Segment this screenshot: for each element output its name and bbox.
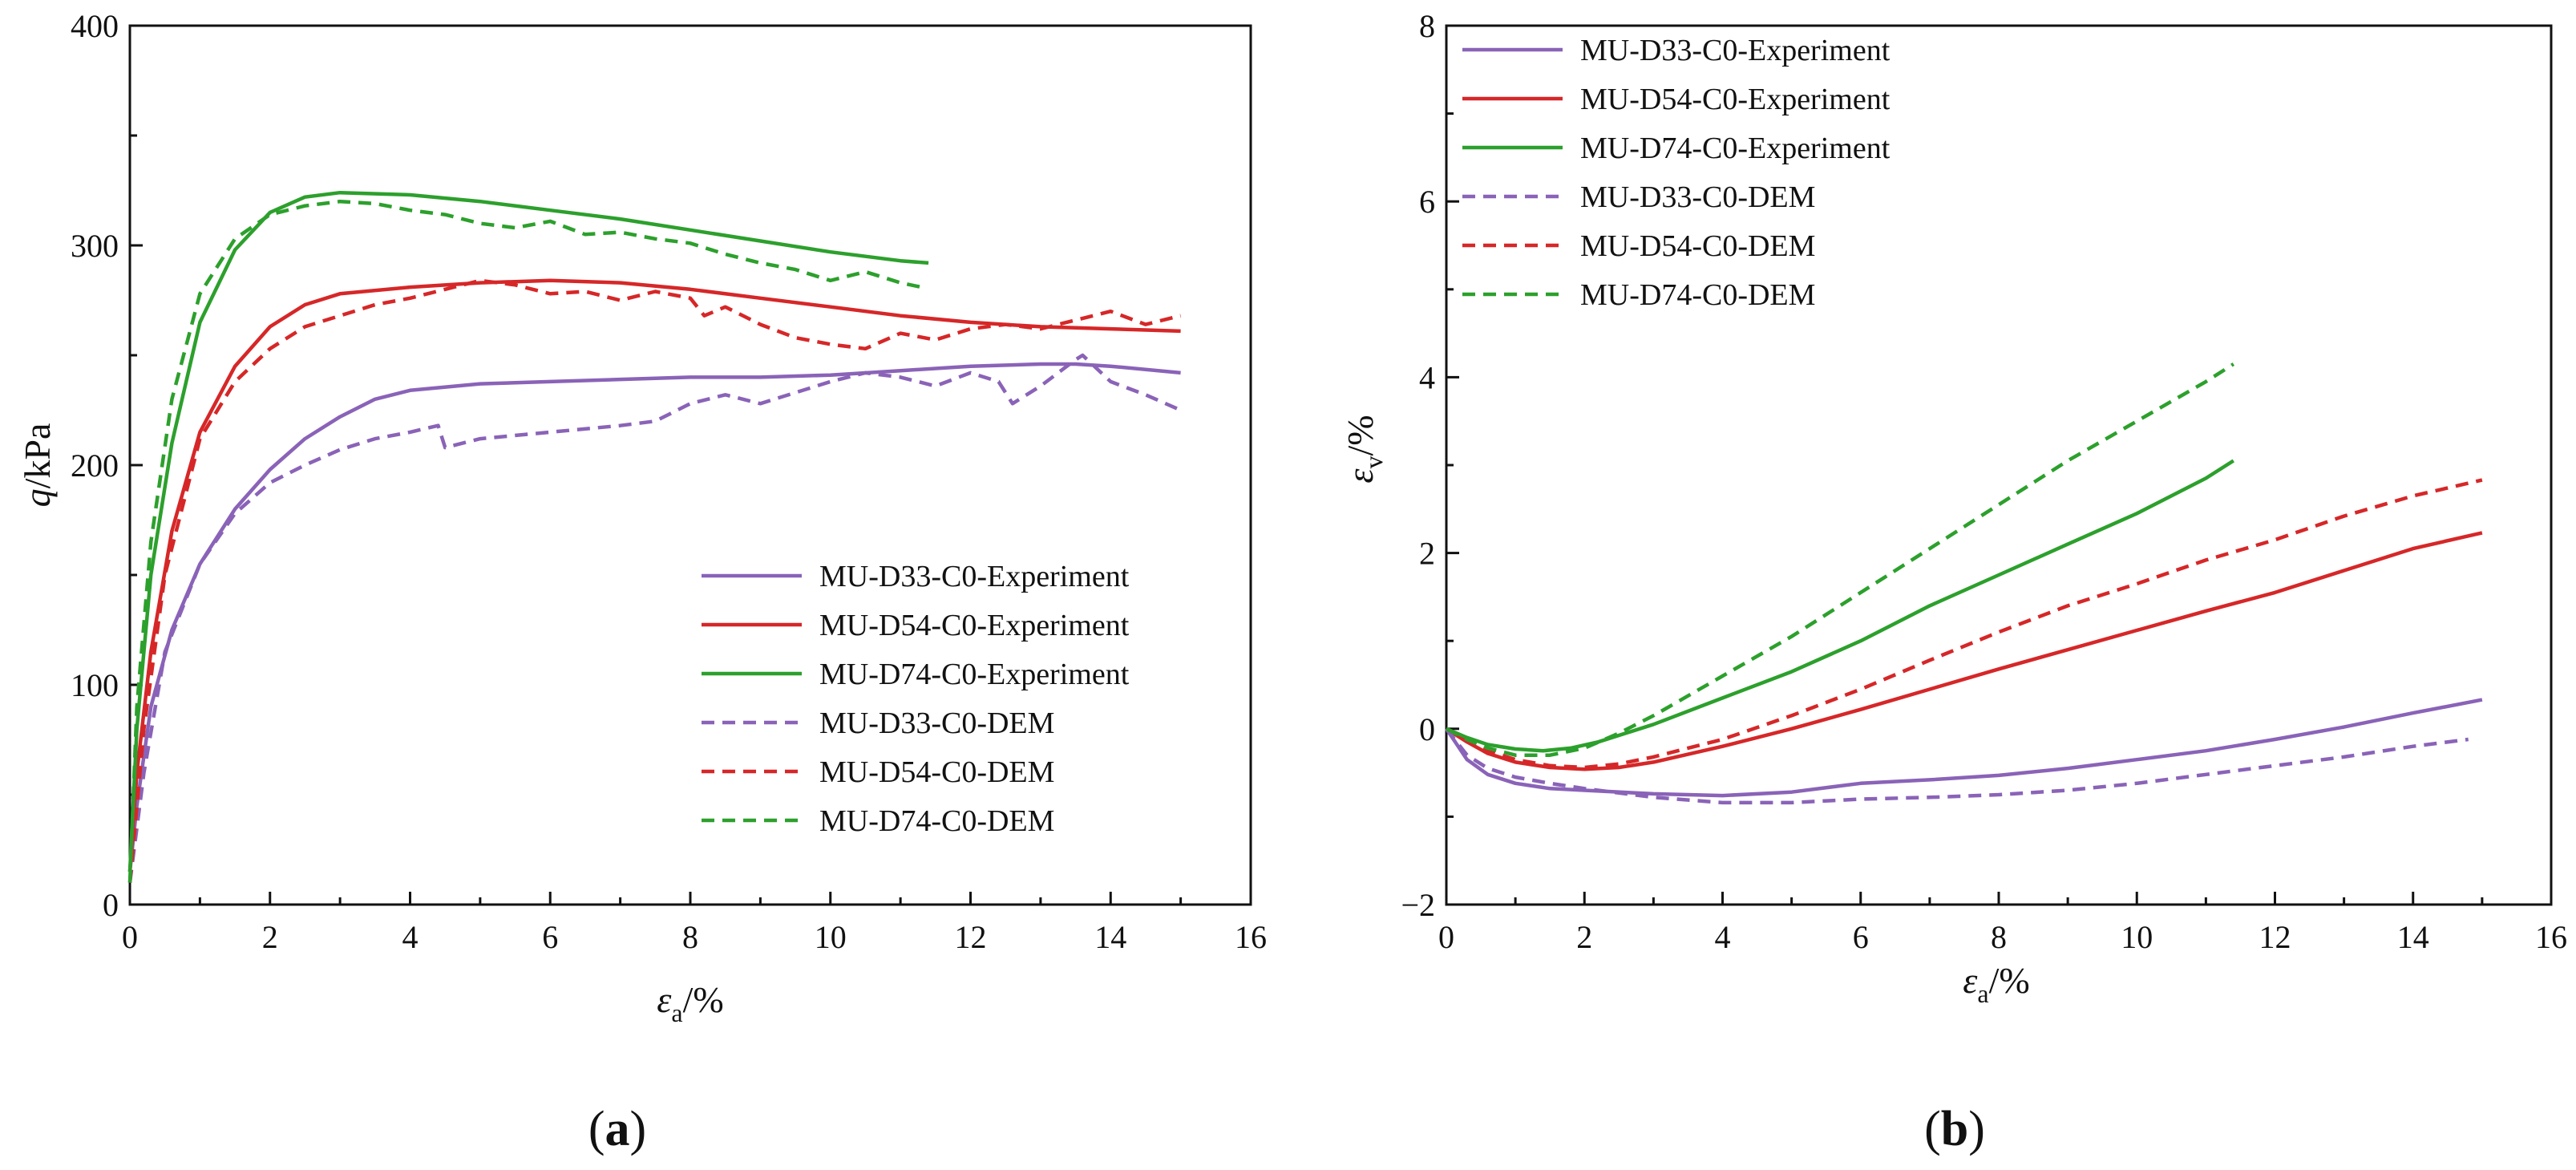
legend-label: MU-D74-C0-Experiment: [1580, 132, 1891, 165]
x-tick-label: 16: [2535, 919, 2567, 955]
panel-b: 0 2 4 6 8 10 12 14 16−202468MU-D33-C0-Experiment…: [1340, 8, 2567, 1156]
series-line-mu-d74-c0-experiment: [1446, 459, 2235, 753]
x-tick-label: 14: [1094, 919, 1126, 955]
y-tick-label: 400: [71, 8, 119, 44]
x-axis-title: εa/%: [657, 979, 723, 1027]
x-tick-label: 0: [122, 919, 138, 955]
x-tick-label: 6: [1853, 919, 1869, 955]
legend: MU-D33-C0-Experiment MU-D54-C0-Experiment…: [702, 560, 1130, 838]
y-axis-title: εv/%: [1340, 415, 1388, 483]
x-tick-label: 16: [1235, 919, 1267, 955]
legend-label: MU-D74-C0-DEM: [1580, 278, 1815, 312]
panel-a: 0 2 4 6 8 10 12 14 16 0 100 200 300 400 MU-D33-C0-Expe…: [17, 8, 1267, 1156]
panel-label-close: ): [1968, 1102, 1985, 1156]
y-tick-label: 4: [1419, 359, 1435, 395]
y-tick-label: 6: [1419, 184, 1435, 220]
series-line-mu-d74-c0-experiment: [127, 190, 929, 872]
series-line-mu-d54-c0-dem: [127, 278, 1182, 883]
y-tick-label: 2: [1419, 536, 1435, 572]
panel-label-letter: b: [1941, 1102, 1968, 1156]
y-tick-label: 100: [71, 667, 119, 703]
x-axis-subscript: a: [1977, 979, 1988, 1008]
x-axis-unit: /%: [683, 979, 724, 1020]
legend-label: MU-D33-C0-Experiment: [819, 560, 1130, 593]
legend-label: MU-D33-C0-Experiment: [1580, 34, 1891, 67]
legend-label: MU-D33-C0-DEM: [819, 706, 1054, 740]
panel-label-open: (: [1924, 1102, 1941, 1156]
y-axis-symbol: q: [17, 488, 58, 507]
series-line-mu-d54-c0-experiment: [127, 278, 1181, 872]
panel-label-open: (: [588, 1102, 605, 1156]
x-tick-label: 14: [2397, 919, 2429, 955]
legend-label: MU-D54-C0-DEM: [1580, 229, 1815, 263]
x-tick-label: 8: [682, 919, 698, 955]
legend-label: MU-D33-C0-DEM: [1580, 180, 1815, 214]
legend-label: MU-D74-C0-DEM: [819, 804, 1054, 838]
series-line-mu-d54-c0-dem: [1445, 478, 2483, 770]
plot-frame: [128, 24, 1252, 906]
x-tick-label: 6: [542, 919, 558, 955]
y-axis-unit: /kPa: [17, 423, 58, 489]
x-tick-label: 12: [2259, 919, 2291, 955]
legend-label: MU-D54-C0-DEM: [819, 755, 1054, 789]
x-tick-label: 4: [402, 919, 419, 955]
x-axis-symbol: ε: [1963, 960, 1978, 1001]
x-tick-label: 10: [2121, 919, 2153, 955]
x-tick-label: 0: [1438, 919, 1454, 955]
series-line-mu-d33-c0-experiment: [1445, 698, 2483, 798]
series-line-mu-d33-c0-dem: [127, 353, 1182, 883]
y-axis-symbol: ε: [1340, 468, 1381, 484]
x-axis-unit: /%: [1989, 960, 2030, 1001]
series-line-mu-d33-c0-dem: [1445, 727, 2469, 805]
y-axis-title: q/kPa: [17, 423, 58, 508]
y-tick-label: 0: [103, 887, 119, 923]
legend: MU-D33-C0-Experiment MU-D54-C0-Experiment…: [1462, 34, 1891, 312]
y-axis-unit: /%: [1340, 415, 1381, 455]
y-tick-label: 8: [1419, 8, 1435, 44]
x-tick-label: 2: [262, 919, 278, 955]
panel-label: (b): [1924, 1102, 1985, 1156]
x-tick-label: 2: [1576, 919, 1592, 955]
x-axis-symbol: ε: [657, 979, 672, 1020]
x-tick-label: 8: [1991, 919, 2007, 955]
x-tick-label: 4: [1715, 919, 1731, 955]
y-tick-label: −2: [1401, 887, 1435, 923]
x-tick-label: 10: [815, 919, 847, 955]
panel-label-close: ): [630, 1102, 647, 1156]
panel-label-letter: a: [605, 1102, 630, 1156]
x-tick-label: 12: [955, 919, 987, 955]
x-axis-subscript: a: [671, 998, 682, 1027]
panel-label: (a): [588, 1102, 646, 1156]
y-tick-label: 200: [71, 447, 119, 484]
series-line-mu-d54-c0-experiment: [1445, 531, 2483, 771]
y-axis-subscript: v: [1359, 455, 1388, 468]
y-tick-label: 0: [1419, 711, 1435, 747]
x-axis-title: εa/%: [1963, 960, 2029, 1008]
y-tick-label: 300: [71, 228, 119, 264]
legend-label: MU-D54-C0-Experiment: [819, 609, 1130, 642]
legend-label: MU-D54-C0-Experiment: [1580, 83, 1891, 116]
series-line-mu-d74-c0-dem: [127, 199, 922, 883]
series-line-mu-d74-c0-dem: [1445, 362, 2235, 757]
legend-label: MU-D74-C0-Experiment: [819, 658, 1130, 691]
